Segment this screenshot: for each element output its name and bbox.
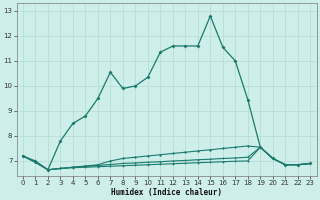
X-axis label: Humidex (Indice chaleur): Humidex (Indice chaleur) [111,188,222,197]
